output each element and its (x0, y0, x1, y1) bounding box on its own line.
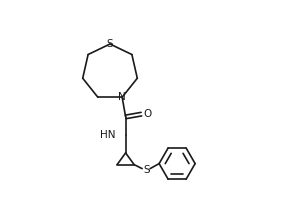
Text: N: N (118, 92, 126, 102)
Text: S: S (144, 165, 150, 175)
Text: O: O (143, 109, 152, 119)
Text: HN: HN (100, 130, 116, 140)
Text: S: S (107, 39, 113, 49)
